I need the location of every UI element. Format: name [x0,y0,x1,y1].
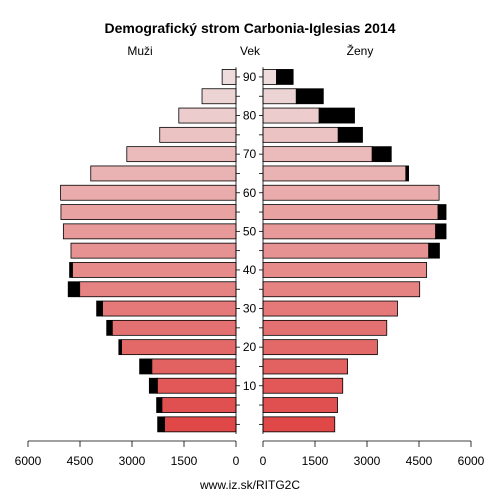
men-bar-65-69 [90,165,237,182]
age-tick-label: 30 [243,302,257,316]
women-bar-25-29 [262,319,388,336]
men-bar-45-49 [70,242,237,259]
chart-title: Demografický strom Carbonia-Iglesias 201… [104,20,395,36]
women-bar-85-89 [262,88,297,105]
men-x-tick-label: 0 [233,454,240,468]
men-bar-5-9 [161,397,237,413]
women-x-tick-label: 3000 [354,454,381,468]
men-bar-0-4 [164,416,237,433]
women-bar-30-34 [262,300,398,317]
men-bar-55-59 [60,204,237,220]
men-bar-70-74 [126,146,237,163]
men-surplus-5-9 [156,397,163,413]
women-surplus-75-79 [337,126,363,143]
women-label: Ženy [347,43,374,58]
age-tick-label: 40 [243,263,257,277]
men-bar-90+ [221,69,237,85]
footer-source: www.iz.sk/RITG2C [199,478,300,492]
age-tick-label: 90 [243,70,257,84]
men-bar-10-14 [156,377,237,394]
men-bar-30-34 [102,300,237,317]
men-surplus-25-29 [106,319,113,336]
women-bar-70-74 [262,146,373,163]
women-bar-75-79 [262,126,339,143]
women-bar-10-14 [262,377,344,394]
women-surplus-70-74 [371,146,392,163]
men-bar-35-39 [79,281,237,298]
women-surplus-50-54 [435,223,447,240]
women-x-tick-label: 0 [260,454,267,468]
age-label: Vek [240,44,261,58]
women-bar-45-49 [262,242,430,259]
men-x-tick-label: 3000 [119,454,146,468]
women-surplus-55-59 [437,204,447,220]
women-bar-50-54 [262,223,437,240]
men-bars [60,69,237,433]
women-surplus-45-49 [428,242,440,259]
age-tick-label: 10 [243,379,257,393]
men-surplus-40-44 [69,262,73,278]
men-bar-80-84 [178,107,237,124]
women-bar-90+ [262,69,277,85]
men-surplus-10-14 [148,377,158,394]
women-x-tick-label: 1500 [302,454,329,468]
women-bar-5-9 [262,397,338,413]
women-bar-35-39 [262,281,421,298]
men-x-tick-label: 6000 [15,454,42,468]
men-surplus-20-24 [118,339,123,356]
women-bar-80-84 [262,107,320,124]
men-bar-50-54 [62,223,237,240]
women-bar-40-44 [262,262,428,278]
men-surplus-35-39 [67,281,81,298]
men-surplus-30-34 [96,300,103,317]
men-bar-60-64 [60,184,237,201]
men-bar-75-79 [159,126,237,143]
men-bar-25-29 [111,319,237,336]
women-bar-60-64 [262,184,440,201]
women-bar-20-24 [262,339,378,356]
axes: 10 20 30 40 50 60 70 80 90 6000 4500 3000 1500 0 0 1500… [15,67,485,468]
women-bar-55-59 [262,204,439,220]
women-bar-65-69 [262,165,407,182]
women-bars [262,69,447,433]
age-tick-label: 80 [243,109,257,123]
men-surplus-0-4 [157,416,165,433]
women-x-tick-label: 4500 [406,454,433,468]
men-label: Muži [127,44,152,58]
women-bar-15-19 [262,358,348,375]
women-bar-0-4 [262,416,336,433]
women-x-tick-label: 6000 [458,454,485,468]
age-tick-label: 20 [243,340,257,354]
men-bar-85-89 [201,88,237,105]
women-surplus-80-84 [318,107,355,124]
men-bar-20-24 [121,339,237,356]
age-tick-label: 70 [243,147,257,161]
age-tick-label: 50 [243,224,257,238]
men-x-tick-label: 4500 [67,454,94,468]
men-surplus-15-19 [139,358,153,375]
age-tick-label: 60 [243,186,257,200]
women-surplus-65-69 [405,165,409,182]
women-surplus-90+ [276,69,294,85]
men-bar-40-44 [71,262,237,278]
men-bar-15-19 [151,358,237,375]
women-surplus-85-89 [295,88,324,105]
men-x-tick-label: 1500 [171,454,198,468]
